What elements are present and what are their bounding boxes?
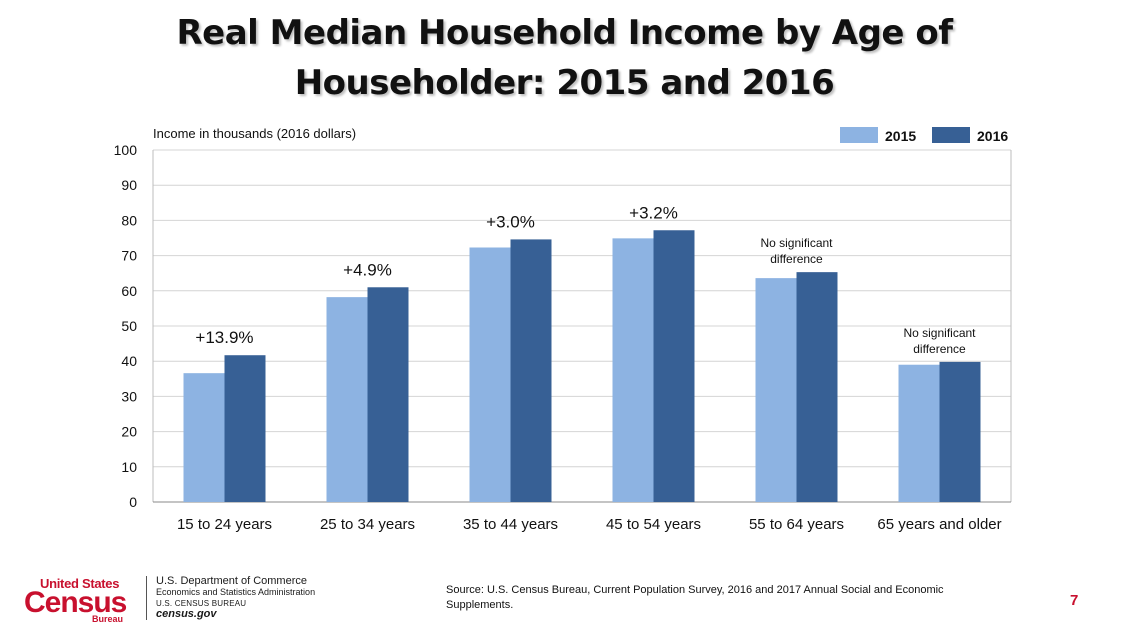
y-tick-label: 40 <box>121 353 137 369</box>
bar-2015 <box>898 364 940 502</box>
bar-2016 <box>367 287 409 502</box>
y-tick-label: 100 <box>114 142 138 158</box>
y-tick-label: 50 <box>121 318 137 334</box>
footer-divider <box>146 576 147 620</box>
census-bureau-logo: United States Census Bureau <box>24 572 136 624</box>
bar-2016 <box>510 239 552 502</box>
bar-2015 <box>469 247 511 502</box>
y-tick-label: 30 <box>121 388 137 404</box>
bar-2015 <box>755 278 797 502</box>
logo-census-text: Census <box>24 586 127 619</box>
x-tick-label: 55 to 64 years <box>749 516 844 533</box>
data-label: +13.9% <box>195 328 253 347</box>
dept-line-1: U.S. Department of Commerce <box>156 575 307 587</box>
bar-2016 <box>939 361 981 502</box>
department-info: U.S. Department of Commerce Economics an… <box>156 576 315 620</box>
title-line-1: Real Median Household Income by Age of <box>176 13 953 53</box>
data-label: +3.0% <box>486 212 535 231</box>
y-tick-label: 20 <box>121 424 137 440</box>
page-number: 7 <box>1070 592 1079 609</box>
x-tick-label: 25 to 34 years <box>320 516 415 533</box>
legend-swatch-2016 <box>932 127 970 143</box>
bar-2015 <box>326 297 368 502</box>
title-line-2: Householder: 2015 and 2016 <box>294 63 835 103</box>
bar-2016 <box>224 355 266 502</box>
bar-2016 <box>653 230 695 503</box>
y-tick-label: 10 <box>121 459 137 475</box>
logo-united-states-text: United States <box>40 576 120 591</box>
data-label: +3.2% <box>629 203 678 222</box>
x-tick-label: 45 to 54 years <box>606 516 701 533</box>
x-tick-label: 15 to 24 years <box>177 516 272 533</box>
bar-2016 <box>796 272 838 502</box>
x-tick-label: 35 to 44 years <box>463 516 558 533</box>
bar-2015 <box>612 238 654 503</box>
logo-bureau-text: Bureau <box>92 614 124 624</box>
dept-line-2: Economics and Statistics Administration <box>156 587 316 597</box>
y-tick-label: 0 <box>129 494 137 510</box>
data-label: +4.9% <box>343 260 392 279</box>
legend-label: 2015 <box>885 128 916 144</box>
source-note: Source: U.S. Census Bureau, Current Popu… <box>446 584 944 611</box>
y-tick-label: 70 <box>121 248 137 264</box>
data-label: No significant difference <box>903 326 976 356</box>
data-label: No significant difference <box>760 236 833 266</box>
x-tick-label: 65 years and older <box>877 516 1001 533</box>
census-gov-link: census.gov <box>156 608 217 620</box>
y-axis-title: Income in thousands (2016 dollars) <box>153 126 356 141</box>
y-tick-label: 80 <box>121 212 137 228</box>
legend-label: 2016 <box>977 128 1008 144</box>
dept-line-3: U.S. CENSUS BUREAU <box>156 599 247 608</box>
y-tick-label: 60 <box>121 283 137 299</box>
bar-2015 <box>183 373 225 502</box>
legend-swatch-2015 <box>840 127 878 143</box>
y-tick-label: 90 <box>121 177 137 193</box>
slide-title: Real Median Household Income by Age of H… <box>0 8 1129 108</box>
